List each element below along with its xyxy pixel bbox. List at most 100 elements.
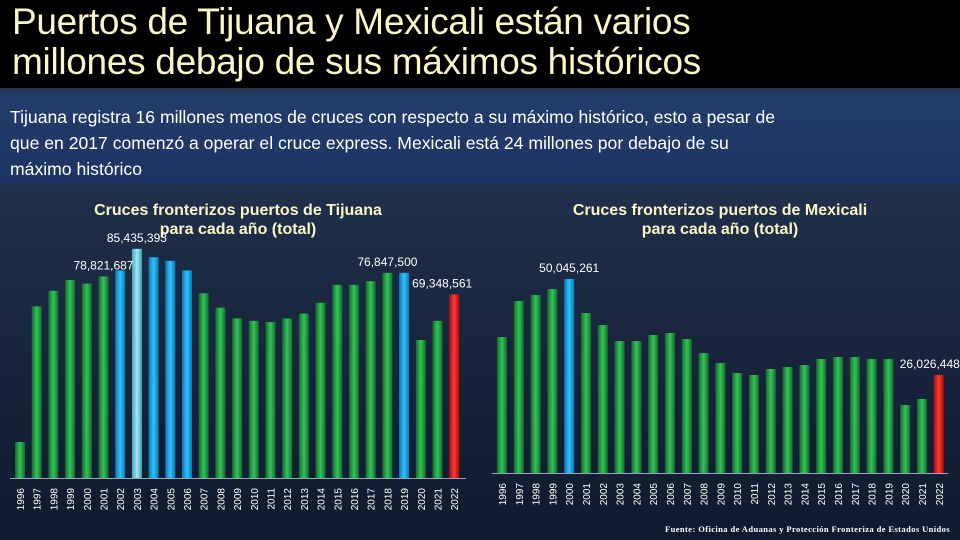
mexicali-bar-2010	[732, 373, 743, 473]
tijuana-data-label-2001: 78,821,687	[73, 258, 133, 272]
tijuana-chart-title-line-1: Cruces fronterizos puertos de Tijuana	[94, 202, 382, 219]
mexicali-bar-2007	[681, 339, 692, 473]
tijuana-bar-1997	[31, 306, 42, 478]
mexicali-bar-2006	[665, 333, 675, 473]
tijuana-tick-2005: 2005	[166, 488, 177, 511]
tijuana-bar-1999	[65, 280, 76, 478]
tijuana-tick-2008: 2008	[216, 488, 227, 511]
mexicali-data-label-2022: 26,026,448	[900, 357, 960, 371]
tijuana-tick-2007: 2007	[200, 488, 211, 511]
tijuana-tick-2019: 2019	[400, 488, 411, 511]
mexicali-tick-2021: 2021	[918, 483, 929, 506]
mexicali-tick-2012: 2012	[767, 483, 778, 506]
tijuana-tick-1998: 1998	[49, 488, 60, 511]
mexicali-bar-2011	[749, 375, 759, 473]
tijuana-bar-2009	[232, 318, 243, 478]
tijuana-tick-1999: 1999	[66, 488, 77, 511]
tijuana-tick-2021: 2021	[434, 488, 445, 511]
tijuana-tick-2022: 2022	[450, 488, 461, 511]
mexicali-tick-2003: 2003	[616, 483, 627, 506]
mexicali-bar-2020	[900, 405, 911, 473]
tijuana-tick-2018: 2018	[383, 488, 394, 511]
tijuana-bar-1996	[15, 442, 25, 478]
mexicali-bar-2009	[715, 363, 726, 473]
mexicali-tick-2019: 2019	[884, 483, 895, 506]
mexicali-tick-2000: 2000	[565, 483, 576, 506]
tijuana-tick-2006: 2006	[183, 488, 194, 511]
tijuana-bar-2021	[432, 320, 443, 478]
tijuana-tick-2015: 2015	[333, 488, 344, 511]
tijuana-bar-2008	[215, 307, 226, 478]
tijuana-bar-2007	[198, 293, 209, 478]
tijuana-tick-2009: 2009	[233, 488, 244, 511]
tijuana-data-label-2022: 69,348,561	[412, 276, 472, 290]
tijuana-bar-2017	[365, 281, 376, 478]
mexicali-tick-2001: 2001	[582, 483, 593, 506]
mexicali-tick-2005: 2005	[649, 483, 660, 506]
mexicali-bar-1997	[513, 301, 524, 473]
tijuana-tick-2012: 2012	[283, 488, 294, 511]
tijuana-tick-2016: 2016	[350, 488, 361, 511]
tijuana-bar-2020	[415, 340, 426, 478]
mexicali-bar-2014	[799, 365, 810, 473]
mexicali-tick-2017: 2017	[851, 483, 862, 506]
mexicali-tick-2018: 2018	[868, 483, 879, 506]
mexicali-tick-2007: 2007	[683, 483, 694, 506]
tijuana-tick-2020: 2020	[417, 488, 428, 511]
mexicali-bar-2022	[933, 375, 944, 473]
mexicali-bar-2012	[765, 369, 776, 473]
mexicali-bar-2003	[614, 341, 625, 473]
tijuana-tick-2003: 2003	[133, 488, 144, 511]
mexicali-bar-2004	[631, 341, 642, 473]
tijuana-bar-1998	[48, 290, 59, 478]
mexicali-bar-2015	[816, 359, 827, 473]
mexicali-tick-2008: 2008	[700, 483, 711, 506]
mexicali-tick-2014: 2014	[800, 483, 811, 506]
mexicali-bar-2000	[564, 279, 575, 473]
tijuana-bar-2013	[298, 313, 309, 478]
mexicali-bar-2021	[917, 399, 927, 473]
tijuana-bar-2004	[148, 257, 159, 478]
mexicali-tick-1996: 1996	[498, 483, 509, 506]
page-title-line-1: Puertos de Tijuana y Mexicali están vari…	[12, 1, 691, 42]
tijuana-chart: 1996 1997 1998 1999 2000 2001 2002 2003 2004 2005…	[10, 231, 473, 510]
summary-text: Tijuana registra 16 millones menos de cr…	[10, 104, 950, 182]
tijuana-chart-title-line-2: para cada año (total)	[159, 221, 317, 238]
mexicali-bar-2017	[849, 357, 860, 473]
tijuana-bar-2010	[248, 320, 259, 478]
mexicali-bar-2008	[698, 353, 709, 473]
mexicali-bar-1999	[547, 289, 558, 473]
mexicali-bar-2016	[833, 357, 843, 473]
tijuana-tick-1996: 1996	[16, 488, 27, 511]
summary-line-2: que en 2017 comenzó a operar el cruce ex…	[10, 133, 729, 153]
mexicali-bar-1996	[497, 337, 507, 473]
summary-band	[0, 94, 960, 184]
mexicali-bar-2002	[597, 325, 608, 473]
tijuana-tick-2014: 2014	[317, 488, 328, 511]
page-title-line-2: millones debajo de sus máximos histórico…	[12, 41, 701, 82]
tijuana-tick-2002: 2002	[116, 488, 127, 511]
mexicali-chart-title-line-1: Cruces fronterizos puertos de Mexicali	[572, 202, 868, 219]
source-note: Fuente: Oficina de Aduanas y Protección …	[665, 524, 950, 534]
mexicali-data-label-2000: 50,045,261	[539, 261, 599, 275]
mexicali-tick-2004: 2004	[632, 483, 643, 506]
summary-line-1: Tijuana registra 16 millones menos de cr…	[10, 107, 776, 127]
summary-line-3: máximo histórico	[10, 159, 142, 179]
mexicali-chart-title: Cruces fronterizos puertos de Mexicali p…	[520, 201, 920, 239]
mexicali-tick-1999: 1999	[548, 483, 559, 506]
tijuana-data-label-2003: 85,435,393	[107, 231, 167, 245]
tijuana-tick-2013: 2013	[300, 488, 311, 511]
mexicali-bar-1998	[530, 295, 541, 473]
tijuana-chart-title: Cruces fronterizos puertos de Tijuana pa…	[38, 201, 438, 239]
mexicali-tick-1997: 1997	[515, 483, 526, 506]
page-title: Puertos de Tijuana y Mexicali están vari…	[12, 2, 952, 82]
tijuana-data-label-2018: 76,847,500	[357, 255, 417, 269]
mexicali-tick-2016: 2016	[834, 483, 845, 506]
tijuana-bar-2003	[131, 248, 142, 478]
mexicali-bar-2018	[866, 359, 877, 473]
mexicali-bar-2005	[648, 335, 659, 473]
tijuana-bar-2011	[265, 322, 276, 478]
tijuana-bar-2000	[81, 283, 92, 478]
tijuana-bar-2006	[182, 270, 192, 478]
